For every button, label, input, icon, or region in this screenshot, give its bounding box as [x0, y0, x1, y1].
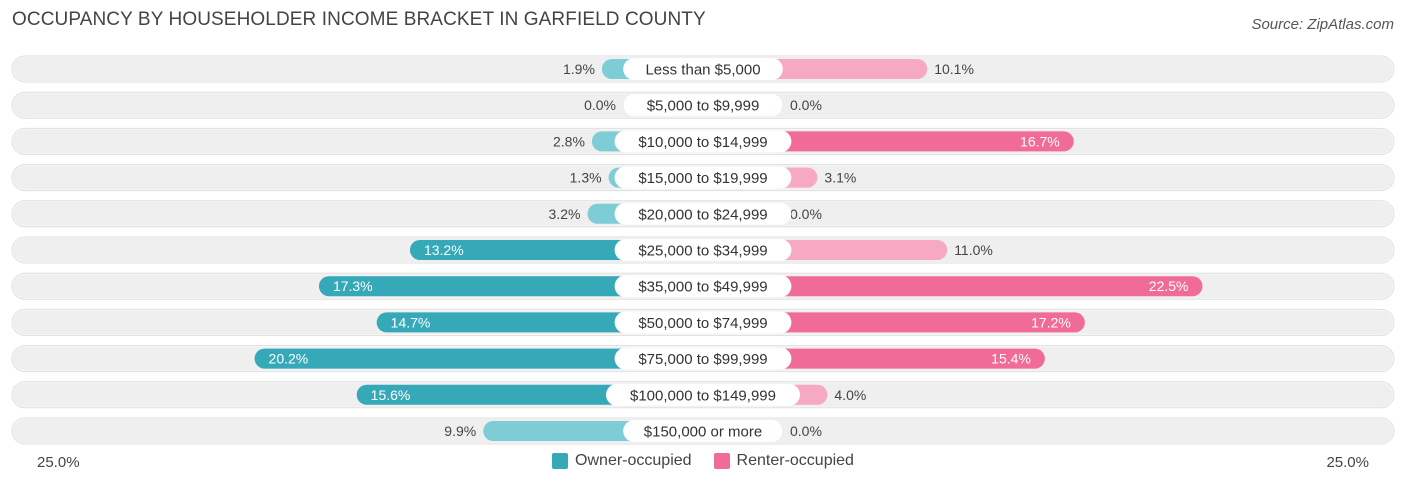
axis-left-label: 25.0% [37, 454, 80, 471]
bar-renter[interactable] [703, 276, 1203, 297]
category-label: $10,000 to $14,999 [638, 134, 767, 151]
category-pill [614, 166, 792, 189]
bar-owner[interactable] [318, 276, 703, 297]
category-label: $20,000 to $24,999 [638, 206, 767, 223]
axis-right-label: 25.0% [1326, 454, 1369, 471]
category-pill [614, 239, 792, 261]
bar-renter[interactable] [703, 312, 1085, 333]
value-label-owner: 15.6% [371, 387, 411, 403]
value-label-owner: 2.8% [553, 133, 585, 149]
legend-swatch-owner [552, 453, 569, 469]
category-pill [614, 347, 792, 370]
value-label-owner: 20.2% [269, 351, 309, 367]
chart-title: OCCUPANCY BY HOUSEHOLDER INCOME BRACKET … [12, 9, 706, 30]
category-pill [614, 202, 792, 225]
chart-source: Source: ZipAtlas.com [1251, 16, 1394, 33]
value-label-owner: 9.9% [444, 423, 476, 439]
value-label-renter: 10.1% [934, 61, 974, 77]
category-pill [614, 130, 792, 153]
value-label-renter: 16.7% [1020, 133, 1060, 149]
category-pill [623, 420, 783, 442]
value-label-owner: 13.2% [424, 242, 464, 258]
value-label-renter: 0.0% [790, 423, 822, 439]
value-label-owner: 3.2% [549, 206, 581, 222]
category-label: $15,000 to $19,999 [638, 170, 767, 187]
value-label-owner: 0.0% [584, 97, 616, 113]
category-label: $5,000 to $9,999 [647, 98, 760, 115]
value-label-renter: 15.4% [991, 351, 1031, 367]
bar-renter[interactable] [703, 131, 1074, 152]
value-label-renter: 17.2% [1031, 314, 1071, 330]
category-label: $35,000 to $49,999 [638, 279, 767, 296]
legend: Owner-occupied Renter-occupied [0, 452, 1406, 470]
legend-label-owner: Owner-occupied [575, 452, 692, 469]
value-label-owner: 17.3% [333, 278, 373, 294]
category-pill [606, 383, 800, 406]
category-pill [614, 311, 792, 334]
value-label-renter: 22.5% [1149, 278, 1189, 294]
value-label-renter: 0.0% [790, 206, 822, 222]
value-label-renter: 3.1% [824, 170, 856, 186]
category-pill [623, 94, 783, 117]
value-label-owner: 14.7% [391, 314, 431, 330]
legend-item-renter[interactable]: Renter-occupied [713, 452, 854, 470]
value-label-renter: 11.0% [954, 242, 993, 258]
legend-item-owner[interactable]: Owner-occupied [552, 452, 692, 470]
value-label-renter: 4.0% [834, 387, 866, 403]
value-label-owner: 1.9% [563, 61, 595, 77]
value-label-owner: 1.3% [570, 170, 602, 186]
bar-owner[interactable] [254, 348, 703, 369]
category-label: $150,000 or more [644, 424, 762, 441]
legend-label-renter: Renter-occupied [736, 452, 854, 469]
category-label: $50,000 to $74,999 [638, 315, 767, 332]
value-label-renter: 0.0% [790, 97, 822, 113]
category-pill [623, 58, 783, 80]
category-label: Less than $5,000 [645, 62, 760, 79]
category-label: $75,000 to $99,999 [638, 351, 767, 368]
category-label: $25,000 to $34,999 [638, 243, 767, 260]
category-pill [614, 275, 792, 298]
category-label: $100,000 to $149,999 [630, 387, 776, 404]
legend-swatch-renter [713, 453, 730, 469]
